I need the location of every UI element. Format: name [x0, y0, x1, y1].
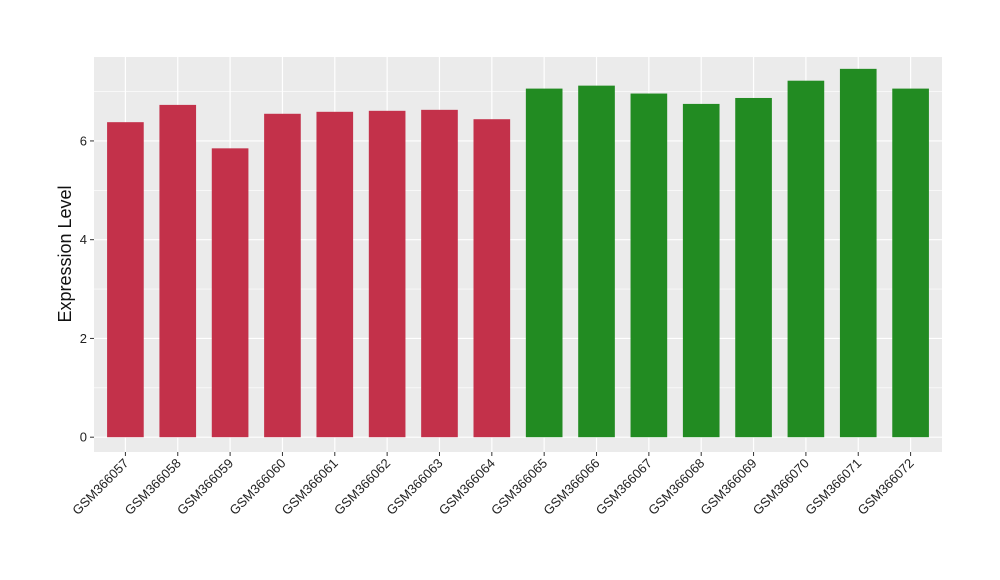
bar-GSM366065	[525, 88, 563, 438]
y-axis-title: Expression Level	[55, 185, 75, 322]
y-tick-label: 4	[80, 232, 87, 247]
bar-GSM366070	[787, 80, 825, 438]
y-tick-label: 2	[80, 331, 87, 346]
y-tick-label: 0	[80, 430, 87, 445]
bar-GSM366063	[421, 109, 458, 438]
y-axis: 0 2 4 6	[80, 133, 94, 445]
bar-GSM366059	[211, 148, 249, 438]
x-axis: GSM366057GSM366058GSM366059GSM366060GSM3…	[69, 452, 917, 518]
bar-GSM366058	[159, 104, 197, 438]
bar-GSM366061	[316, 111, 354, 438]
bar-GSM366067	[630, 93, 668, 438]
bar-GSM366064	[473, 119, 511, 438]
x-tick-label: GSM366072	[854, 456, 916, 518]
bar-GSM366069	[735, 97, 772, 438]
bar-GSM366062	[368, 110, 406, 438]
bar-GSM366072	[892, 88, 929, 438]
bar-GSM366071	[839, 68, 877, 438]
bar-GSM366066	[578, 85, 615, 438]
bar-GSM366057	[107, 122, 144, 438]
bar-GSM366060	[264, 113, 301, 438]
bars	[107, 68, 929, 438]
y-tick-label: 6	[80, 133, 87, 148]
bar-GSM366068	[682, 103, 720, 438]
